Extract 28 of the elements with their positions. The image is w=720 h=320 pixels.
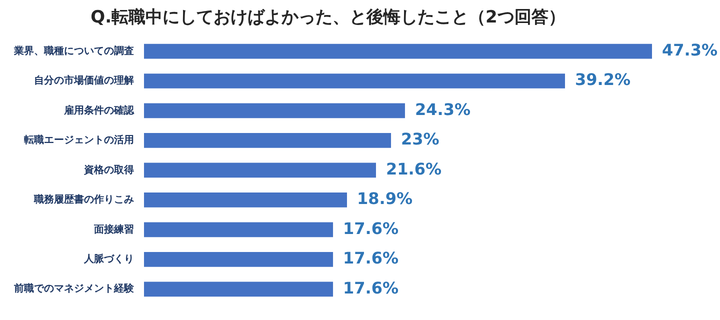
- bar: [144, 282, 334, 297]
- data-label: 23%: [401, 130, 440, 149]
- bar: [144, 162, 376, 178]
- y-tick-label: 資格の取得: [83, 164, 134, 176]
- y-tick-label: 面接練習: [93, 223, 134, 236]
- y-tick-label: 人脈づくり: [83, 252, 134, 265]
- data-label: 47.3%: [662, 40, 718, 60]
- y-tick-label: 転職エージェントの活用: [23, 134, 134, 146]
- bar: [144, 222, 334, 238]
- chart-title: Q.転職中にしておけばよかった、と後悔したこと（2つ回答）: [90, 8, 566, 28]
- y-tick-label: 前職でのマネジメント経験: [13, 282, 135, 295]
- y-tick-label: 雇用条件の確認: [63, 104, 135, 116]
- bar: [144, 44, 652, 59]
- bar: [144, 103, 405, 118]
- data-label: 17.6%: [343, 278, 399, 298]
- data-label: 24.3%: [414, 100, 470, 119]
- bar: [144, 133, 392, 148]
- bar: [144, 74, 566, 88]
- bar: [144, 192, 347, 208]
- y-tick-label: 自分の市場価値の理解: [34, 74, 134, 87]
- data-label: 17.6%: [343, 218, 399, 238]
- y-tick-label: 職務履歴書の作りこみ: [33, 194, 134, 206]
- bar: [144, 252, 334, 267]
- data-label: 21.6%: [386, 159, 442, 178]
- y-tick-label: 業界、職種についての調査: [13, 44, 134, 57]
- data-label: 18.9%: [356, 189, 412, 208]
- data-label: 17.6%: [343, 248, 399, 268]
- data-label: 39.2%: [575, 70, 631, 90]
